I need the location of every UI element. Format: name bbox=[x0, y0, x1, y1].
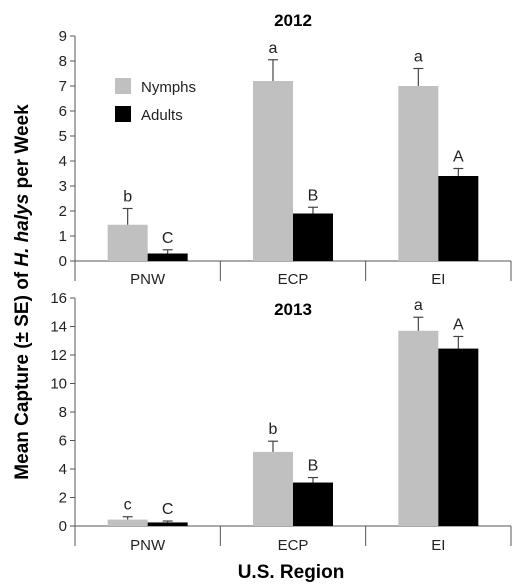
panel-title: 2013 bbox=[274, 300, 312, 319]
y-tick-label: 2 bbox=[59, 490, 67, 507]
y-tick-label: 14 bbox=[50, 319, 67, 336]
bar bbox=[253, 451, 293, 526]
significance-label: B bbox=[308, 187, 319, 204]
bar bbox=[438, 348, 479, 526]
x-tick-label: PNW bbox=[130, 271, 166, 288]
legend-label: Adults bbox=[141, 107, 183, 124]
x-tick-label: ECP bbox=[278, 271, 309, 288]
x-tick-label: ECP bbox=[278, 537, 309, 554]
bar bbox=[107, 224, 148, 261]
y-tick-label: 16 bbox=[50, 290, 67, 307]
y-tick-label: 9 bbox=[59, 28, 67, 45]
significance-label: B bbox=[308, 458, 319, 475]
significance-label: a bbox=[414, 297, 423, 314]
y-axis-title: Mean Capture (± SE) of H. halys per Week bbox=[12, 104, 33, 480]
chart-panel-2012: 0 1 2 3 4 5 6 7 8 9 PNW ECP EI b Ca Ba A 2012 Nymphs Adults bbox=[59, 11, 512, 288]
y-axis-title-species: H. halys bbox=[12, 194, 33, 267]
y-tick-label: 6 bbox=[59, 433, 67, 450]
significance-label: c bbox=[124, 497, 132, 514]
significance-label: C bbox=[162, 230, 174, 247]
y-tick-label: 10 bbox=[50, 376, 67, 393]
legend-swatch bbox=[115, 78, 131, 94]
y-tick-label: 1 bbox=[59, 228, 67, 245]
bar bbox=[398, 330, 439, 526]
bar bbox=[147, 522, 188, 526]
chart-panel-2013: 0 2 4 6 8 10 12 14 16 PNW ECP EI c Cb Ba A 2013 bbox=[50, 290, 512, 554]
y-tick-label: 6 bbox=[59, 103, 67, 120]
bar bbox=[147, 253, 188, 261]
y-tick-label: 5 bbox=[59, 128, 67, 145]
bar bbox=[253, 81, 293, 261]
panel-title: 2012 bbox=[274, 11, 312, 30]
bar bbox=[293, 482, 333, 526]
y-tick-label: 3 bbox=[59, 178, 67, 195]
x-axis-title: U.S. Region bbox=[238, 562, 345, 583]
y-tick-label: 12 bbox=[50, 347, 67, 364]
y-tick-label: 0 bbox=[59, 518, 67, 535]
bar bbox=[107, 519, 148, 526]
significance-label: C bbox=[162, 501, 174, 518]
bar bbox=[438, 176, 479, 261]
significance-label: a bbox=[269, 40, 278, 57]
significance-label: b bbox=[269, 421, 278, 438]
x-tick-label: PNW bbox=[130, 537, 166, 554]
y-tick-label: 8 bbox=[59, 404, 67, 421]
y-tick-label: 2 bbox=[59, 203, 67, 220]
y-axis-title-part-1: Mean Capture (± SE) of bbox=[12, 267, 33, 480]
legend-swatch bbox=[115, 106, 131, 122]
x-tick-label: EI bbox=[431, 271, 445, 288]
significance-label: a bbox=[414, 49, 423, 66]
bar bbox=[398, 86, 439, 261]
legend-label: Nymphs bbox=[141, 79, 196, 96]
bar bbox=[293, 213, 333, 261]
y-tick-label: 0 bbox=[59, 253, 67, 270]
significance-label: b bbox=[123, 189, 132, 206]
y-axis-title-part-3: per Week bbox=[12, 104, 33, 194]
y-tick-label: 4 bbox=[59, 461, 67, 478]
y-tick-label: 4 bbox=[59, 153, 67, 170]
y-tick-label: 8 bbox=[59, 53, 67, 70]
significance-label: A bbox=[453, 149, 464, 166]
y-tick-label: 7 bbox=[59, 78, 67, 95]
x-tick-label: EI bbox=[431, 537, 445, 554]
significance-label: A bbox=[453, 316, 464, 333]
